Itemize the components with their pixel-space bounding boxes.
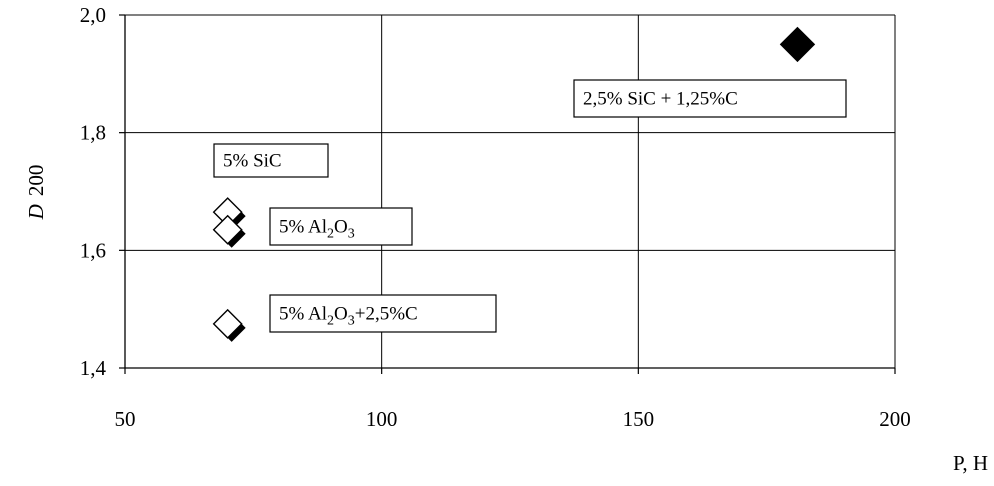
y-tick-labels: 1,4 1,6 1,8 2,0: [80, 3, 107, 380]
y-tick-label: 1,8: [80, 121, 106, 145]
data-point-2: [214, 310, 246, 342]
annotation-sic5: 5% SiC: [214, 144, 328, 177]
x-tick-label: 100: [366, 407, 398, 431]
y-tick-label: 1,6: [80, 238, 106, 262]
y-axis-label-subscript: 200: [24, 165, 48, 197]
annotation-text: 2,5% SiC + 1,25%C: [583, 89, 738, 110]
x-tick-labels: 50 100 150 200: [115, 407, 911, 431]
x-tick-label: 200: [879, 407, 911, 431]
annotation-sicc: 2,5% SiC + 1,25%C: [574, 80, 846, 117]
annotation-al2o3c: 5% Al2O3+2,5%C: [270, 295, 496, 332]
data-point-3: [780, 27, 814, 61]
x-axis-label: P, H: [953, 451, 988, 475]
y-axis-label: D 200: [24, 165, 48, 221]
y-axis-label-symbol: D: [24, 204, 48, 220]
y-tick-label: 2,0: [80, 3, 106, 27]
annotation-text: 5% SiC: [223, 151, 282, 172]
x-tick-label: 150: [623, 407, 655, 431]
filled-diamond-marker: [780, 27, 814, 61]
annotations: 5% SiC 5% Al2O3 5% Al2O3+2,5%C 2,5% SiC + 1…: [214, 80, 846, 332]
x-tick-label: 50: [115, 407, 136, 431]
y-tick-label: 1,4: [80, 356, 107, 380]
grid-lines: [125, 15, 895, 368]
annotation-al2o3: 5% Al2O3: [270, 208, 412, 245]
